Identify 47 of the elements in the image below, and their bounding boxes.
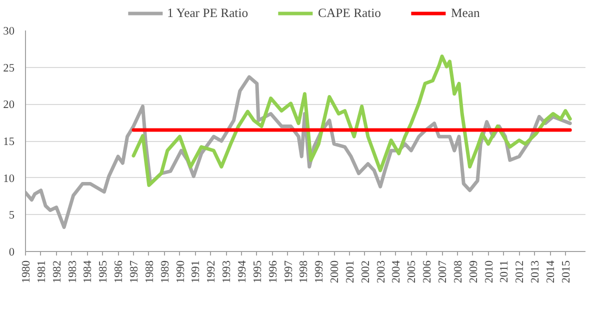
x-tick-label: 2008 [452, 260, 464, 284]
x-tick-label: 1997 [282, 260, 295, 284]
x-tick-label: 2001 [344, 260, 356, 284]
legend-label: CAPE Ratio [318, 6, 381, 20]
x-tick-label: 1994 [236, 260, 248, 284]
x-tick-label: 1991 [190, 260, 202, 284]
x-tick-label: 1998 [298, 260, 310, 284]
x-tick-label: 2000 [329, 260, 342, 284]
y-tick-label: 0 [8, 246, 15, 258]
x-tick-label: 1993 [221, 260, 234, 284]
x-tick-label: 1985 [98, 260, 110, 284]
y-tick-label: 30 [3, 26, 15, 38]
x-tick-label: 1981 [36, 260, 48, 284]
x-tick-label: 1987 [128, 260, 140, 284]
x-tick-label: 2004 [390, 260, 403, 284]
y-tick-label: 5 [8, 210, 15, 222]
y-tick-label: 10 [3, 172, 15, 185]
x-tick-label: 1986 [113, 260, 126, 284]
x-tick-label: 1982 [51, 260, 64, 284]
x-tick-label: 2010 [483, 260, 496, 284]
x-tick-label: 1992 [206, 260, 218, 284]
x-tick-label: 1996 [267, 260, 280, 284]
legend-label: Mean [450, 6, 480, 20]
x-tick-label: 2012 [514, 260, 526, 284]
x-tick-label: 1988 [144, 260, 156, 284]
x-tick-label: 2011 [498, 260, 511, 283]
line-series [132, 54, 572, 187]
x-tick-label: 2006 [422, 260, 434, 284]
legend-label: 1 Year PE Ratio [167, 6, 248, 20]
x-tick-label: 2003 [375, 260, 388, 284]
x-tick-label: 2015 [560, 260, 572, 284]
x-tick-label: 1999 [314, 260, 326, 284]
x-tick-label: 2009 [468, 260, 480, 284]
x-tick-label: 1984 [82, 260, 94, 284]
x-tick-label: 1989 [159, 260, 172, 284]
x-tick-label: 1983 [66, 260, 79, 284]
y-tick-label: 15 [3, 136, 15, 148]
x-tick-label: 2013 [530, 260, 542, 284]
y-tick-label: 25 [3, 62, 15, 74]
y-tick-label: 20 [3, 99, 15, 112]
x-tick-label: 2005 [406, 260, 418, 284]
x-tick-label: 1995 [252, 260, 264, 284]
x-tick-label: 2014 [545, 260, 558, 284]
x-tick-label: 1990 [174, 260, 187, 284]
x-tick-label: 2007 [437, 260, 450, 284]
x-tick-label: 2002 [360, 260, 372, 284]
x-tick-label: 1980 [20, 260, 32, 284]
